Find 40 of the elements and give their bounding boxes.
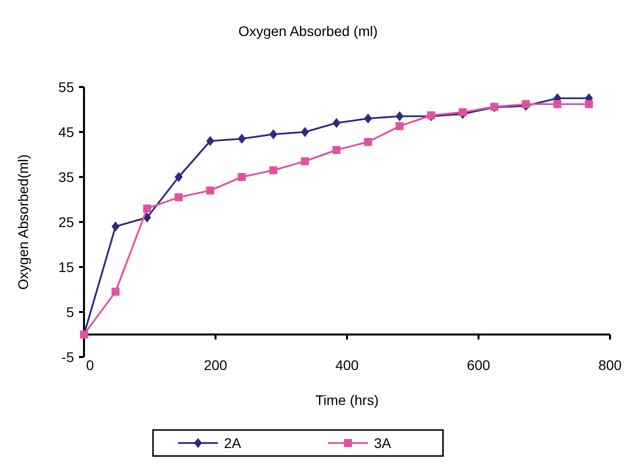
chart-title: Oxygen Absorbed (ml) [238,23,378,39]
x-tick-label: 200 [204,356,228,373]
x-tick-label: 600 [466,356,490,373]
point [332,146,340,154]
point [332,118,340,128]
point [396,122,404,130]
y-tick-label: 15 [58,258,74,275]
point [396,111,404,122]
y-axis-title: Oxygen Absorbed(ml) [15,154,31,290]
point [522,100,530,108]
y-tick-label: 55 [58,78,74,95]
point [269,129,278,140]
legend-label: 2A [224,434,242,451]
point [458,108,467,116]
y-tick-label: -5 [62,348,74,365]
y-tick-label: 35 [58,168,74,185]
point [174,172,183,182]
y-tick-label: 5 [66,304,74,320]
y-tick-label: 25 [58,214,74,230]
point [143,204,152,212]
x-tick-label: 800 [598,356,622,373]
point [364,114,372,124]
x-tick-label: 400 [335,356,359,373]
point [584,100,593,108]
point [206,136,214,146]
point [269,166,278,174]
point [364,138,372,146]
point [553,100,562,108]
point [238,134,246,144]
point [300,127,309,137]
x-axis-title: Time (hrs) [315,392,379,408]
point [206,186,214,194]
point [174,193,183,202]
point [112,288,120,296]
y-tick-label: 45 [58,124,74,140]
legend-label: 3A [374,434,392,451]
x-tick-label: 0 [86,356,94,373]
point [300,157,309,166]
point [238,173,246,181]
point [112,222,120,232]
